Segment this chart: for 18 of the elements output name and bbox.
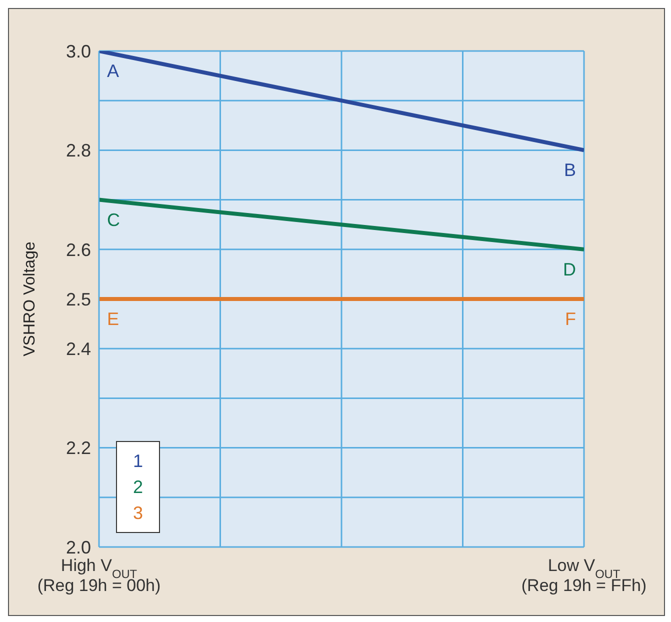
annotation: D	[563, 259, 576, 280]
line-series	[99, 198, 584, 252]
y-tick-label: 2.0	[66, 537, 91, 558]
legend: 1 2 3	[116, 441, 160, 533]
y-tick-label: 3.0	[66, 41, 91, 62]
y-tick-label: 2.2	[66, 438, 91, 458]
y-tick-label: 2.8	[66, 140, 91, 161]
y-tick-label: 2.4	[66, 338, 91, 359]
annotation: A	[107, 61, 120, 81]
annotation: B	[564, 160, 576, 180]
annotation: C	[107, 210, 120, 230]
annotation: E	[107, 309, 120, 329]
annotation: F	[565, 309, 576, 329]
y-tick-label: 2.5	[66, 289, 91, 310]
y-axis-title: VSHRO Voltage	[22, 242, 39, 356]
x-tick-label: High V$_{OUT}$ (Reg 19h = 00h)	[37, 556, 161, 595]
x-tick-label: Low V$_{OUT}$ (Reg 19h = FFh)	[521, 556, 647, 595]
y-tick-label: 2.6	[66, 240, 91, 260]
